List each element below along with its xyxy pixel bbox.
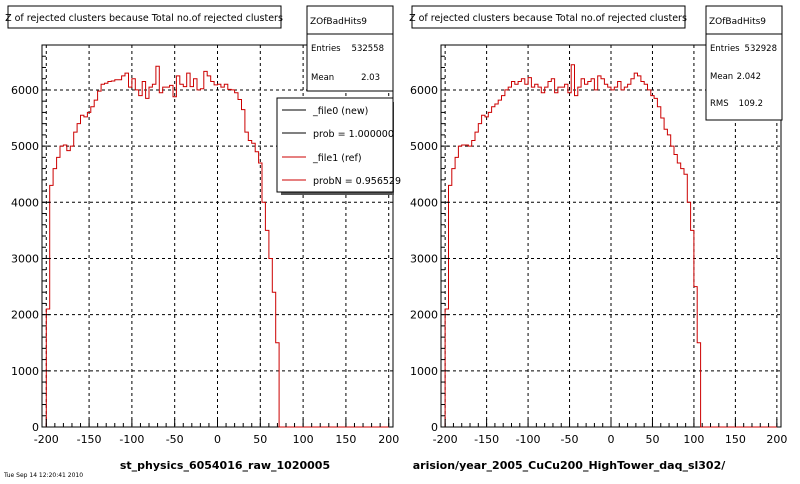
histogram-series	[45, 65, 389, 428]
stats-rms-value-right: 109.2	[739, 99, 763, 109]
y-tick-label: 5000	[410, 140, 438, 153]
x-tick-label: 0	[608, 433, 615, 446]
stats-entries-value-right: 532928	[745, 44, 777, 54]
title-box-right	[411, 5, 686, 29]
y-tick-label: 0	[32, 421, 39, 434]
x-tick-label: -100	[516, 433, 541, 446]
title-box-left	[7, 5, 282, 29]
stats-mean-value-left: 2.03	[361, 73, 380, 83]
x-tick-label: 100	[293, 433, 314, 446]
histogram-series	[444, 64, 777, 428]
stats-entries-label-left: Entries	[311, 44, 341, 54]
title-left: Z of rejected clusters because Total no.…	[5, 13, 283, 24]
x-tick-label: -50	[561, 433, 579, 446]
stats-name-right: ZOfBadHits9	[709, 17, 766, 27]
legend-entry-ref: _file1 (ref)	[312, 153, 362, 164]
y-tick-label: 5000	[11, 140, 39, 153]
legend-left: _file0 (new) prob = 1.000000 _file1 (ref…	[276, 97, 401, 195]
stats-mean-label-left: Mean	[311, 73, 334, 83]
stats-mean-value-right: 2.042	[737, 72, 761, 82]
y-tick-label: 6000	[11, 84, 39, 97]
y-tick-label: 1000	[410, 365, 438, 378]
y-tick-label: 3000	[410, 252, 438, 265]
y-tick-label: 1000	[11, 365, 39, 378]
x-tick-label: 200	[766, 433, 787, 446]
stats-name-left: ZOfBadHits9	[310, 17, 367, 27]
stats-mean-label-right: Mean	[710, 72, 733, 82]
stats-entries-value-left: 532558	[352, 44, 384, 54]
stats-rms-label-right: RMS	[710, 99, 729, 109]
y-tick-label: 3000	[11, 252, 39, 265]
legend-entry-prob: prob = 1.000000	[313, 129, 394, 140]
y-tick-label: 4000	[410, 196, 438, 209]
x-tick-label: -200	[433, 433, 458, 446]
xlabel-left: st_physics_6054016_raw_1020005	[120, 459, 330, 472]
x-tick-label: 150	[335, 433, 356, 446]
y-tick-label: 6000	[410, 84, 438, 97]
x-tick-label: 200	[378, 433, 399, 446]
y-tick-label: 4000	[11, 196, 39, 209]
legend-entry-probn: probN = 0.956529	[313, 176, 401, 187]
x-tick-label: -150	[474, 433, 499, 446]
x-tick-label: -150	[77, 433, 102, 446]
xlabel-right: arision/year_2005_CuCu200_HighTower_daq_…	[413, 459, 726, 472]
legend-entry-new: _file0 (new)	[312, 106, 368, 117]
x-tick-label: -200	[34, 433, 59, 446]
x-tick-label: 50	[253, 433, 267, 446]
x-tick-label: 100	[683, 433, 704, 446]
stats-box-left: ZOfBadHits9 Entries 532558 Mean 2.03	[306, 5, 394, 92]
x-tick-label: 0	[214, 433, 221, 446]
footer-timestamp: Tue Sep 14 12:20:41 2010	[3, 472, 83, 479]
x-tick-label: 150	[725, 433, 746, 446]
x-tick-label: -100	[119, 433, 144, 446]
x-tick-label: 50	[645, 433, 659, 446]
y-tick-label: 2000	[410, 309, 438, 322]
y-tick-label: 2000	[11, 309, 39, 322]
y-tick-label: 0	[431, 421, 438, 434]
stats-entries-label-right: Entries	[710, 44, 740, 54]
title-right: Z of rejected clusters because Total no.…	[409, 13, 687, 24]
x-tick-label: -50	[166, 433, 184, 446]
stats-box-right: ZOfBadHits9 Entries 532928 Mean 2.042 RM…	[705, 5, 783, 121]
